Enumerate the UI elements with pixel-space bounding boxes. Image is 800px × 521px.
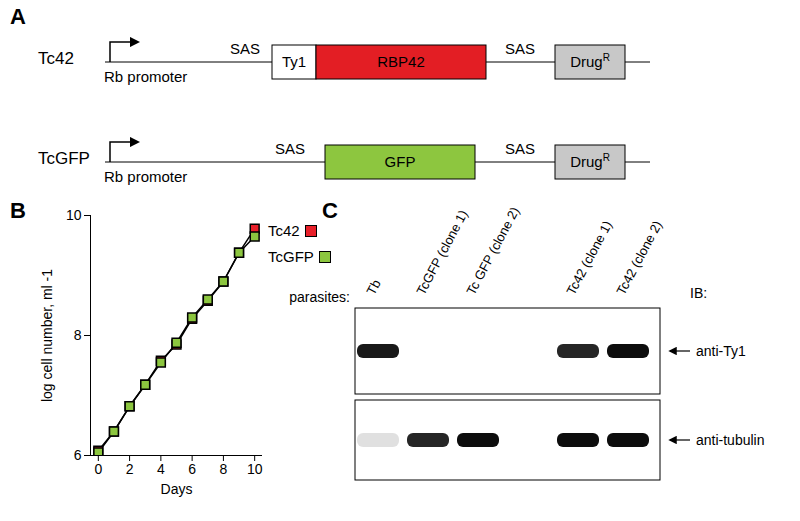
svg-text:A: A <box>10 4 26 29</box>
svg-text:Tc42 (clone 1): Tc42 (clone 1) <box>563 218 615 297</box>
svg-text:anti-tubulin: anti-tubulin <box>696 432 765 448</box>
svg-text:10: 10 <box>66 207 82 223</box>
svg-text:log cell number, ml -1: log cell number, ml -1 <box>39 269 55 402</box>
svg-text:TcGFP (clone 1): TcGFP (clone 1) <box>413 208 470 298</box>
svg-text:Days: Days <box>161 481 193 497</box>
svg-text:B: B <box>10 198 26 223</box>
svg-text:0: 0 <box>94 461 102 477</box>
svg-text:Ty1: Ty1 <box>282 53 306 70</box>
svg-text:6: 6 <box>74 447 82 463</box>
svg-text:parasites:: parasites: <box>289 289 350 305</box>
svg-text:TcGFP: TcGFP <box>38 149 90 168</box>
svg-text:C: C <box>322 198 338 223</box>
svg-text:4: 4 <box>157 461 165 477</box>
html-text:Tc42: Tc42 <box>268 222 300 239</box>
svg-text:SAS: SAS <box>505 140 535 157</box>
svg-text:DrugR: DrugR <box>570 152 610 170</box>
svg-text:8: 8 <box>74 327 82 343</box>
svg-text:Rb promoter: Rb promoter <box>104 168 187 185</box>
svg-text:SAS: SAS <box>275 140 305 157</box>
svg-text:SAS: SAS <box>230 40 260 57</box>
svg-text:DrugR: DrugR <box>570 52 610 70</box>
svg-text:Tc42 (clone 2): Tc42 (clone 2) <box>613 218 665 297</box>
svg-text:IB:: IB: <box>690 285 707 301</box>
svg-text:GFP: GFP <box>385 153 416 170</box>
svg-text:SAS: SAS <box>505 40 535 57</box>
svg-text:6: 6 <box>188 461 196 477</box>
svg-text:RBP42: RBP42 <box>377 53 425 70</box>
svg-text:Rb promoter: Rb promoter <box>104 68 187 85</box>
svg-text:anti-Ty1: anti-Ty1 <box>696 343 746 359</box>
svg-text:2: 2 <box>126 461 134 477</box>
svg-text:Tc GFP (clone 2): Tc GFP (clone 2) <box>463 204 522 297</box>
svg-text:Tb: Tb <box>363 277 383 297</box>
svg-text:8: 8 <box>220 461 228 477</box>
html-text:TcGFP: TcGFP <box>268 248 314 265</box>
svg-text:Tc42: Tc42 <box>38 49 74 68</box>
svg-text:10: 10 <box>247 461 263 477</box>
